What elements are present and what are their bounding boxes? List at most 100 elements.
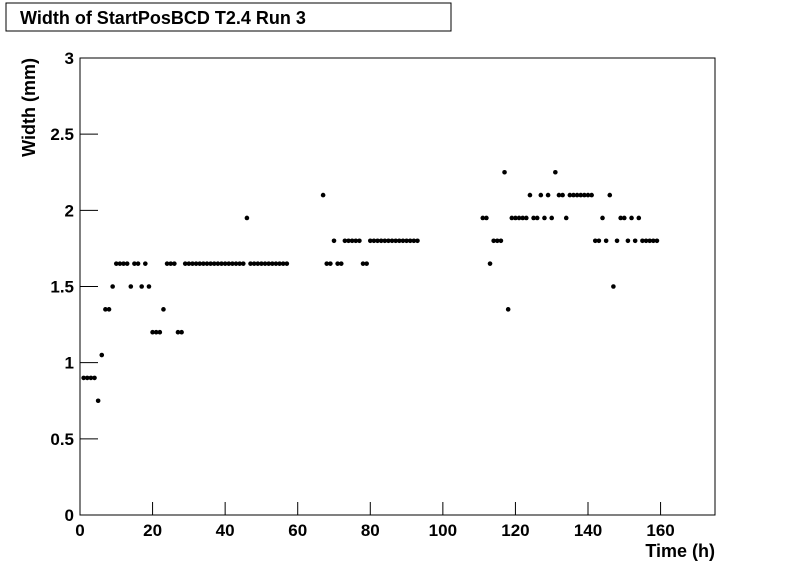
data-point (92, 375, 97, 381)
y-tick-label: 0.5 (50, 430, 74, 449)
data-point (211, 261, 217, 266)
x-tick-label: 100 (429, 521, 457, 540)
data-point (84, 375, 90, 381)
data-point (560, 192, 565, 198)
data-point (193, 261, 199, 266)
data-point (255, 261, 261, 266)
y-tick-label: 2.5 (50, 125, 74, 144)
data-point (542, 215, 547, 221)
data-point (342, 238, 348, 244)
data-point (135, 261, 141, 266)
data-point (349, 238, 355, 244)
data-point (113, 261, 119, 266)
data-point (161, 307, 166, 312)
data-point (534, 215, 540, 221)
data-point (589, 192, 594, 198)
data-point (197, 261, 203, 266)
data-point (328, 261, 333, 266)
data-point (331, 238, 337, 244)
data-point (273, 261, 279, 266)
data-point (407, 238, 413, 244)
data-point (208, 261, 213, 266)
data-point (382, 238, 388, 244)
data-point (524, 215, 529, 221)
data-point (251, 261, 257, 266)
data-point (607, 192, 613, 198)
data-point (277, 261, 282, 266)
data-point (538, 192, 544, 198)
x-tick-label: 160 (646, 521, 674, 540)
data-point (259, 261, 264, 266)
y-tick-label: 2 (65, 201, 74, 220)
data-point (509, 215, 515, 221)
data-point (81, 375, 86, 381)
y-tick-label: 3 (65, 49, 74, 68)
data-point (603, 238, 609, 244)
data-point (357, 238, 362, 244)
data-point (549, 215, 555, 221)
data-point (346, 238, 351, 244)
data-point (578, 192, 584, 198)
data-point (284, 261, 290, 266)
data-point (320, 192, 326, 198)
y-tick-label: 0 (65, 506, 74, 525)
data-point (545, 192, 551, 198)
data-point (219, 261, 224, 266)
data-point (190, 261, 195, 266)
data-point (353, 238, 359, 244)
data-point (124, 261, 130, 266)
data-point (494, 238, 500, 244)
data-point (614, 238, 620, 244)
data-point (415, 238, 420, 244)
data-point (629, 215, 634, 221)
data-point (516, 215, 522, 221)
data-point (150, 329, 155, 335)
data-point (375, 238, 380, 244)
data-point (153, 329, 159, 335)
x-tick-label: 80 (361, 521, 380, 540)
data-point (335, 261, 340, 266)
data-point (600, 215, 605, 221)
data-point (117, 261, 123, 266)
data-point (110, 284, 115, 289)
title-box (5, 2, 452, 32)
data-point (233, 261, 239, 266)
data-point (636, 215, 642, 221)
data-point (201, 261, 206, 266)
data-point (378, 238, 384, 244)
data-point (582, 192, 587, 198)
data-point (237, 261, 242, 266)
data-point (360, 261, 366, 266)
data-point (502, 169, 507, 175)
data-point (563, 215, 569, 221)
x-tick-label: 0 (75, 521, 84, 540)
x-tick-label: 20 (143, 521, 162, 540)
data-point (226, 261, 232, 266)
data-point (270, 261, 275, 266)
x-tick-label: 40 (216, 521, 235, 540)
data-point (571, 192, 576, 198)
data-point (491, 238, 496, 244)
x-tick-label: 140 (574, 521, 602, 540)
data-point (266, 261, 271, 266)
data-point (103, 307, 108, 312)
chart-title: Width of StartPosBCD T2.4 Run 3 (20, 8, 306, 28)
data-point (618, 215, 623, 221)
data-point (574, 192, 580, 198)
x-tick-label: 60 (288, 521, 307, 540)
x-axis-label: Time (h) (645, 541, 715, 561)
data-point (128, 284, 134, 289)
data-point (404, 238, 409, 244)
data-point (651, 238, 656, 244)
data-point (88, 375, 94, 381)
data-point (531, 215, 536, 221)
data-point (179, 329, 184, 335)
data-point (338, 261, 344, 266)
data-point (132, 261, 137, 266)
data-point (230, 261, 235, 266)
data-point (386, 238, 391, 244)
data-point (106, 307, 112, 312)
data-point (592, 238, 598, 244)
data-point (505, 307, 511, 312)
data-point (240, 261, 246, 266)
